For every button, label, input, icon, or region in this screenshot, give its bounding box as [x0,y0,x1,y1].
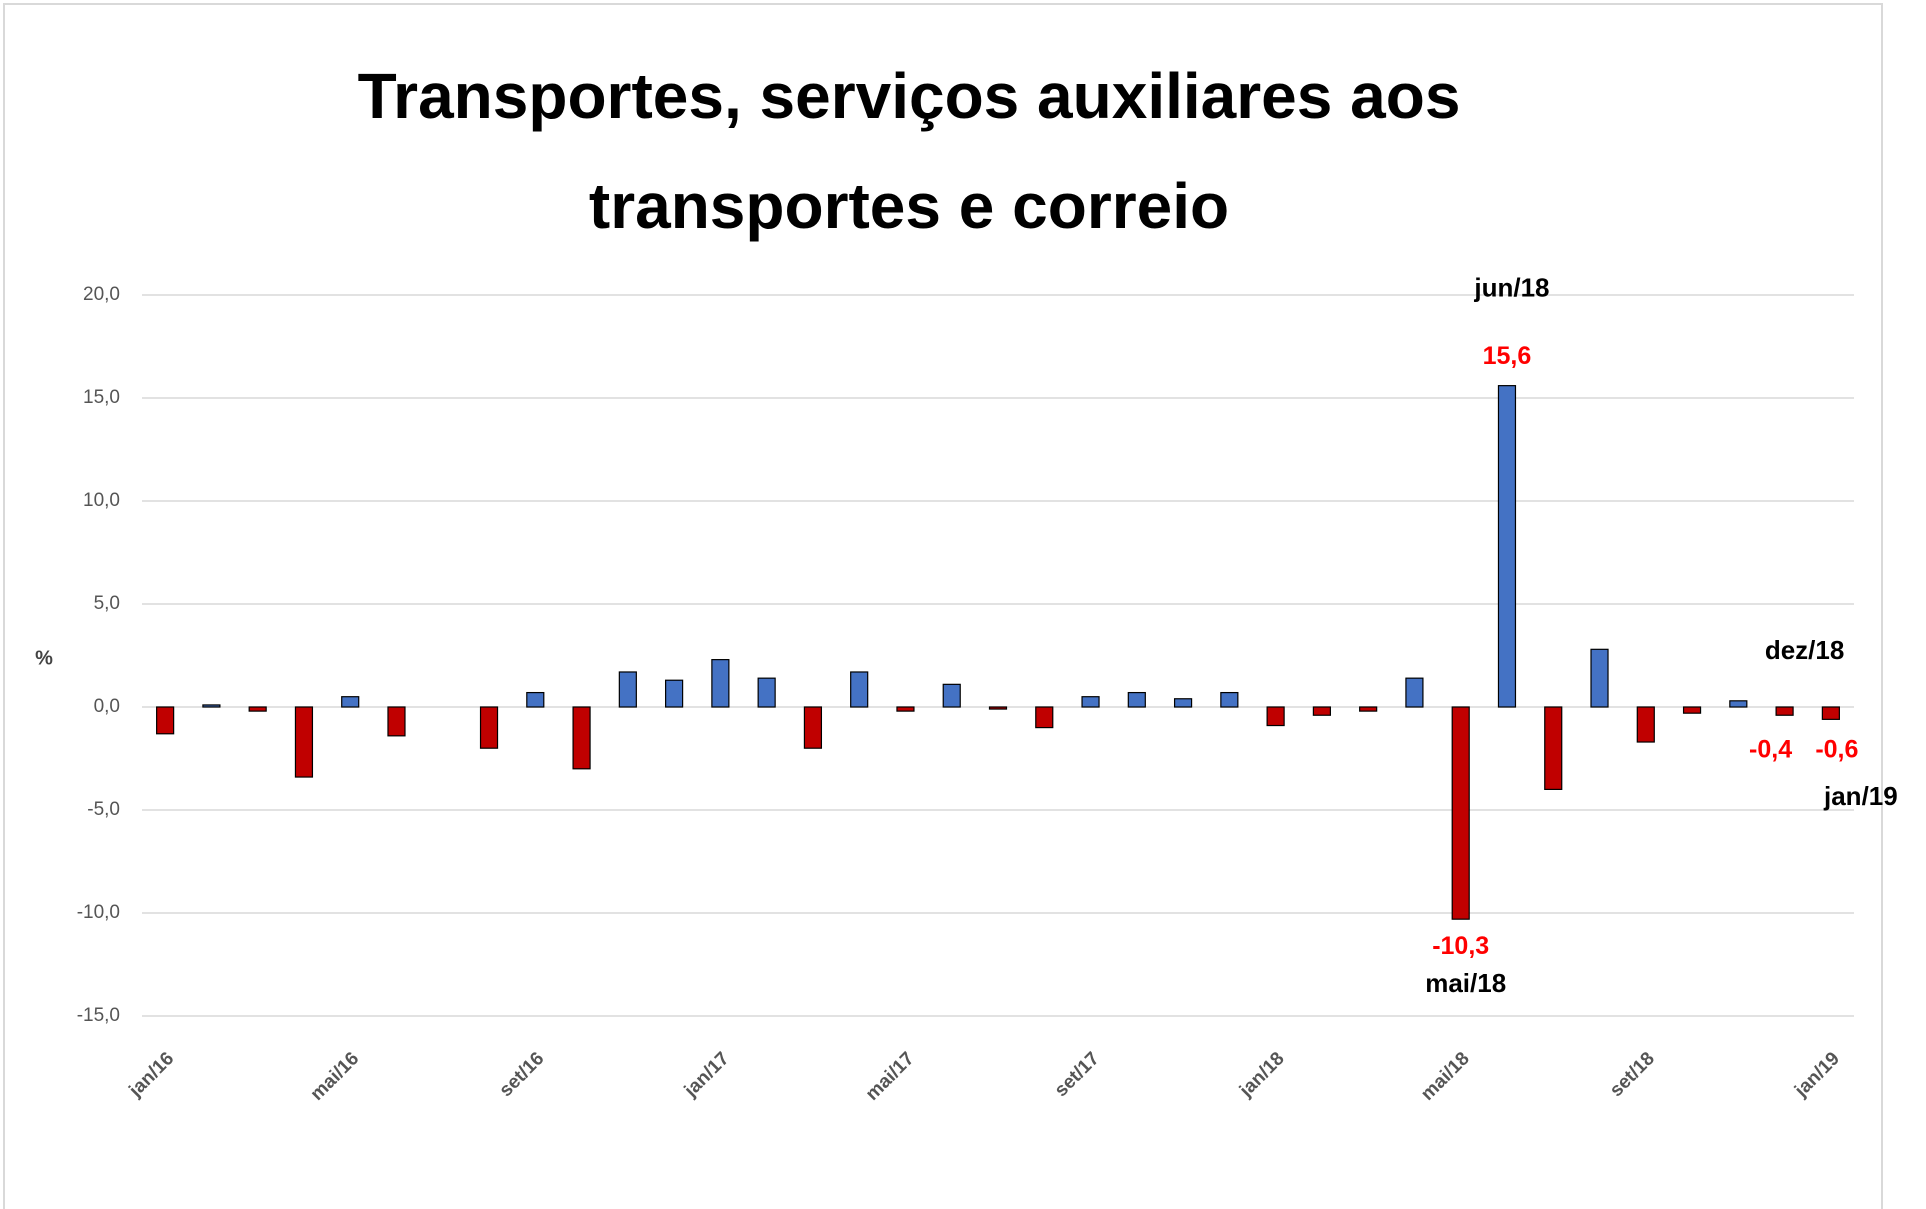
bar [1775,706,1794,716]
bar [526,691,545,708]
y-tick-label: -10,0 [77,902,120,923]
x-tick-label: jan/17 [680,1048,734,1102]
bar [1544,706,1563,791]
bar [896,706,915,712]
value-label: -0,6 [1815,736,1858,764]
bar [1312,706,1331,716]
x-tick-label: set/18 [1606,1048,1659,1101]
bar [156,706,175,735]
x-tick-label: set/17 [1051,1048,1104,1101]
y-axis-label: % [35,647,53,669]
bar [248,706,267,712]
point-label: jan/19 [1823,781,1898,811]
bar [850,671,869,708]
y-tick-label: -5,0 [87,799,120,820]
value-label: -0,4 [1749,736,1792,764]
bar [1497,385,1517,708]
y-tick-label: 10,0 [83,490,120,511]
bar [1081,696,1100,708]
x-tick-label: jan/19 [1790,1048,1844,1102]
bar [618,671,637,708]
bar [572,706,591,770]
bar [1451,706,1470,920]
x-tick-label: mai/16 [307,1048,364,1105]
bar [988,706,1008,710]
bar [294,706,314,778]
bar [1682,706,1702,714]
bar [202,704,221,708]
point-label: mai/18 [1425,968,1506,998]
y-tick-label: 5,0 [94,593,120,614]
bar [711,659,730,708]
bar [341,696,360,708]
x-tick-label: jan/16 [125,1048,179,1102]
value-label: 15,6 [1483,342,1532,370]
x-tick-label: jan/18 [1235,1048,1289,1102]
chart-title: Transportes, serviços auxiliares aos [358,60,1461,132]
bar [1821,706,1840,720]
bar [1405,677,1424,708]
chart-frame [3,3,1883,1209]
bar [1266,706,1285,727]
bar [1173,698,1193,708]
y-tick-label: 15,0 [83,387,120,408]
y-tick-label: -15,0 [77,1005,120,1026]
bar [479,706,499,749]
bar [1035,706,1054,729]
value-label: -10,3 [1432,932,1489,960]
bar [1636,706,1655,743]
bar [1359,706,1378,712]
x-tick-label: mai/18 [1417,1048,1474,1105]
bar [1590,648,1609,708]
bar [1220,691,1239,708]
bar [757,677,776,708]
point-label: jun/18 [1473,273,1549,303]
y-tick-label: 20,0 [83,284,120,305]
bar [1127,691,1146,708]
x-tick-label: set/16 [495,1048,548,1101]
chart-title: transportes e correio [589,170,1229,242]
bar [387,706,406,737]
x-tick-label: mai/17 [862,1048,919,1105]
point-label: dez/18 [1765,635,1845,665]
bar [803,706,823,749]
y-tick-label: 0,0 [94,696,120,717]
bar [942,683,961,708]
bar [1729,700,1748,708]
bar [665,679,684,708]
